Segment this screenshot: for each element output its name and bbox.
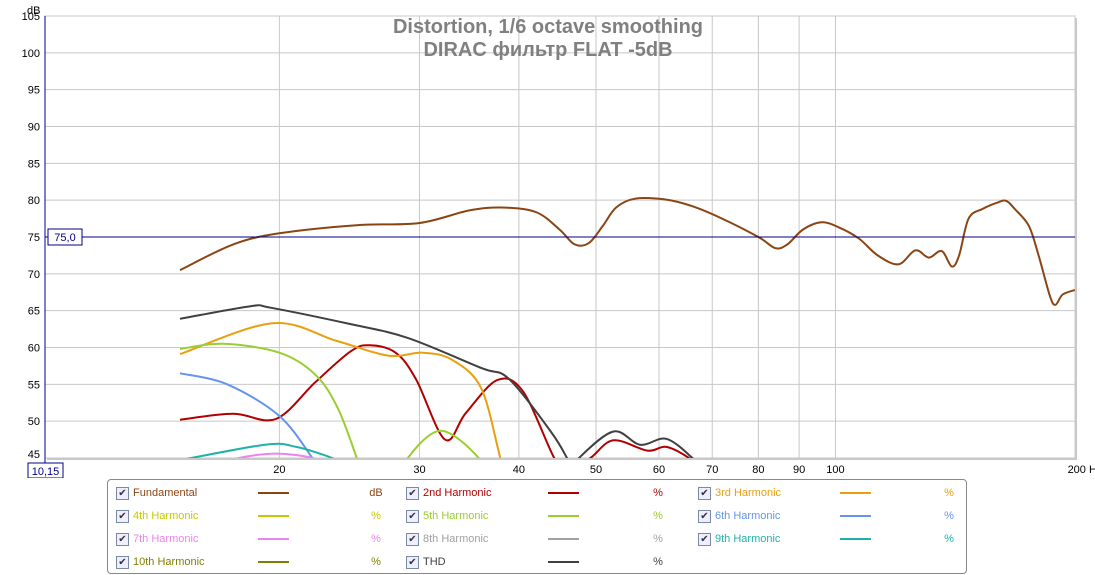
series-fundamental (179, 196, 1075, 306)
y-tick-label: 70 (28, 269, 40, 281)
y-tick-label: 65 (28, 306, 40, 318)
y-tick-label: 55 (28, 379, 40, 391)
y-tick-label: 50 (28, 416, 40, 428)
legend-item-8th-harmonic: ✔ 8th Harmonic % (406, 533, 686, 549)
series-3rd-harmonic (179, 322, 502, 458)
y-tick-label: 80 (28, 195, 40, 207)
series-2nd-harmonic (179, 344, 691, 458)
y-axis-label: dB (27, 5, 40, 17)
chart-title: Distortion, 1/6 octave smoothing (393, 16, 703, 38)
legend-unit: % (944, 533, 954, 545)
checkbox-checked-icon[interactable]: ✔ (116, 510, 129, 523)
legend-unit: dB (369, 487, 383, 499)
legend-unit: % (944, 510, 954, 522)
legend-item-2nd-harmonic: ✔ 2nd Harmonic % (406, 487, 686, 503)
series-group (179, 196, 1075, 458)
legend-line-swatch (548, 492, 579, 494)
legend-unit: % (653, 487, 663, 499)
legend-item-5th-harmonic: ✔ 5th Harmonic % (406, 510, 686, 526)
y-tick-label: 105 (22, 11, 40, 23)
legend-item-fundamental: ✔ Fundamental dB (116, 487, 396, 503)
legend-item-9th-harmonic: ✔ 9th Harmonic % (698, 533, 978, 549)
legend-item-7th-harmonic: ✔ 7th Harmonic % (116, 533, 396, 549)
series-thd (179, 304, 694, 458)
x-tick-label: 200 Hz (1068, 464, 1095, 476)
y-tick-label: 100 (22, 48, 40, 60)
legend-line-swatch (258, 515, 289, 517)
legend-label: 4th Harmonic (133, 510, 199, 522)
legend-unit: % (653, 556, 663, 568)
legend-label: 2nd Harmonic (423, 487, 492, 499)
checkbox-checked-icon[interactable]: ✔ (406, 533, 419, 546)
x-tick-label: 30 (413, 464, 425, 476)
legend-item-3rd-harmonic: ✔ 3rd Harmonic % (698, 487, 978, 503)
legend-item-10th-harmonic: ✔ 10th Harmonic % (116, 556, 396, 572)
checkbox-checked-icon[interactable]: ✔ (116, 533, 129, 546)
series-9th-harmonic (186, 442, 335, 458)
checkbox-checked-icon[interactable]: ✔ (698, 487, 711, 500)
y-tick-label: 60 (28, 343, 40, 355)
legend-line-swatch (840, 515, 871, 517)
x-tick-label: 100 (826, 464, 844, 476)
distortion-chart: Distortion, 1/6 octave smoothing DIRAC ф… (22, 5, 1095, 478)
x-tick-label: 20 (273, 464, 285, 476)
legend-unit: % (653, 533, 663, 545)
legend-item-thd: ✔ THD % (406, 556, 686, 572)
cursor-x-readout-box (27, 462, 64, 478)
x-tick-label: 80 (752, 464, 764, 476)
legend-line-swatch (840, 492, 871, 494)
chart-subtitle: DIRAC фильтр FLAT -5dB (423, 39, 672, 61)
legend-unit: % (371, 510, 381, 522)
legend-unit: % (653, 510, 663, 522)
checkbox-checked-icon[interactable]: ✔ (406, 487, 419, 500)
x-tick-label: 70 (706, 464, 718, 476)
legend-item-4th-harmonic: ✔ 4th Harmonic % (116, 510, 396, 526)
checkbox-checked-icon[interactable]: ✔ (698, 510, 711, 523)
legend-label: THD (423, 556, 446, 568)
legend-unit: % (371, 556, 381, 568)
cursor-y-readout: 75,0 (54, 232, 75, 244)
legend-line-swatch (258, 492, 289, 494)
legend-line-swatch (840, 538, 871, 540)
series-5th-harmonic (179, 342, 480, 458)
x-tick-label: 50 (590, 464, 602, 476)
y-tick-label: 45 (28, 449, 40, 461)
legend-line-swatch (548, 515, 579, 517)
series-7th-harmonic (235, 452, 316, 458)
legend-label: 9th Harmonic (715, 533, 781, 545)
legend-line-swatch (548, 561, 579, 563)
checkbox-checked-icon[interactable]: ✔ (116, 556, 129, 569)
cursor-y-readout-box (47, 228, 83, 246)
legend-unit: % (944, 487, 954, 499)
series-6th-harmonic (179, 372, 314, 458)
legend-item-6th-harmonic: ✔ 6th Harmonic % (698, 510, 978, 526)
legend-unit: % (371, 533, 381, 545)
y-tick-label: 95 (28, 85, 40, 97)
legend-line-swatch (548, 538, 579, 540)
checkbox-checked-icon[interactable]: ✔ (116, 487, 129, 500)
x-tick-label: 40 (513, 464, 525, 476)
checkbox-checked-icon[interactable]: ✔ (698, 533, 711, 546)
legend: ✔ Fundamental dB ✔ 2nd Harmonic % ✔ 3rd Ha… (107, 479, 967, 574)
legend-line-swatch (258, 538, 289, 540)
legend-label: 10th Harmonic (133, 556, 205, 568)
legend-label: 3rd Harmonic (715, 487, 782, 499)
axes: 45 50 55 60 65 70 75 80 85 90 95 100 105 20 30 40 50 60 70… (22, 11, 1095, 476)
legend-label: 6th Harmonic (715, 510, 781, 522)
checkbox-checked-icon[interactable]: ✔ (406, 510, 419, 523)
legend-label: 8th Harmonic (423, 533, 489, 545)
legend-label: 7th Harmonic (133, 533, 199, 545)
legend-line-swatch (258, 561, 289, 563)
legend-label: 5th Harmonic (423, 510, 489, 522)
x-tick-label: 60 (653, 464, 665, 476)
y-tick-label: 75 (28, 232, 40, 244)
cursor-x-readout: 10,15 (32, 466, 60, 478)
checkbox-checked-icon[interactable]: ✔ (406, 556, 419, 569)
y-tick-label: 90 (28, 122, 40, 134)
y-tick-label: 85 (28, 158, 40, 170)
legend-label: Fundamental (133, 487, 198, 499)
cursor[interactable]: 75,0 10,15 (27, 16, 1075, 478)
x-tick-label: 90 (793, 464, 805, 476)
